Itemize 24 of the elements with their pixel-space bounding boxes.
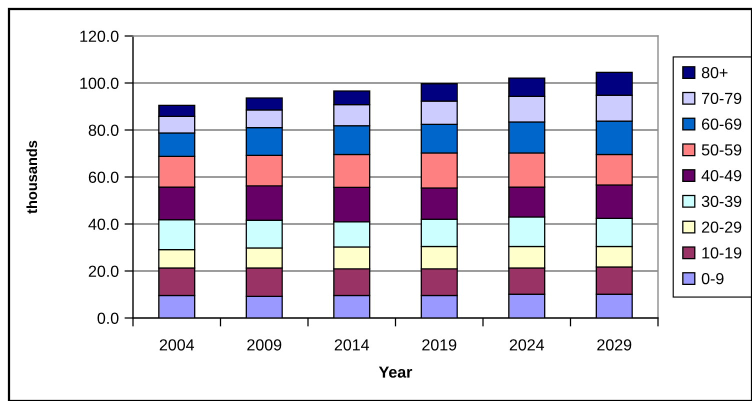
- legend-label: 10-19: [702, 247, 742, 259]
- legend-label: 30-39: [702, 196, 742, 208]
- x-tick-label: 2004: [160, 339, 194, 351]
- legend-label: 70-79: [702, 92, 742, 104]
- x-tick-label: 2014: [334, 339, 370, 351]
- x-axis-title: Year: [378, 366, 412, 378]
- legend-label: 0-9: [702, 272, 724, 284]
- legend-label: 50-59: [702, 144, 742, 156]
- y-axis-title: thousands: [26, 140, 38, 214]
- x-tick-label: 2019: [422, 339, 456, 351]
- legend-label: 80+: [702, 66, 728, 78]
- legend-label: 60-69: [702, 118, 742, 130]
- y-tick-label: 20.0: [88, 266, 118, 277]
- y-tick-label: 40.0: [88, 218, 118, 230]
- x-tick-label: 2024: [510, 339, 544, 351]
- y-tick-label: 0.0: [98, 312, 118, 324]
- x-tick-label: 2029: [597, 339, 632, 351]
- legend-label: 40-49: [702, 170, 742, 182]
- y-tick-label: 120.0: [80, 30, 118, 42]
- y-tick-label: 100.0: [80, 78, 118, 89]
- y-tick-label: 80.0: [88, 124, 118, 136]
- y-tick-label: 60.0: [88, 172, 118, 183]
- x-tick-label: 2009: [247, 339, 282, 351]
- legend-label: 20-29: [702, 221, 742, 233]
